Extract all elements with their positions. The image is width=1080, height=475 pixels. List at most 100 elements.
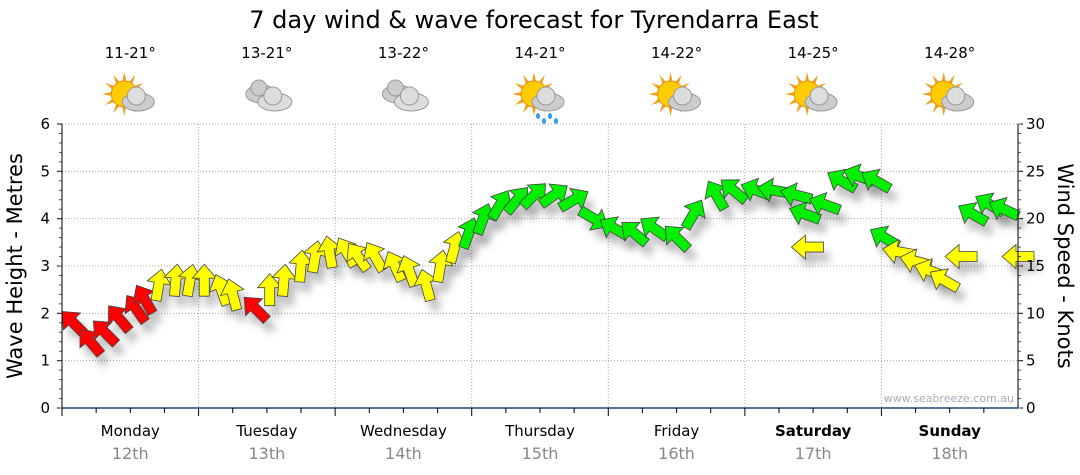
sun-ray: [514, 83, 524, 90]
sun-ray: [523, 104, 530, 114]
sun-ray: [805, 106, 810, 116]
y-tick-label: 3: [40, 257, 50, 275]
sun-ray: [113, 104, 120, 114]
wind-arrow: [720, 179, 750, 205]
wind-arrow: [929, 268, 961, 294]
wind-arrow: [621, 221, 650, 248]
sun-ray: [932, 74, 939, 84]
cloud: [946, 86, 966, 106]
y2-tick-label: 10: [1026, 304, 1045, 322]
temperature-label: 14-22°: [651, 44, 702, 62]
sun-ray: [538, 74, 545, 84]
sun-ray: [105, 98, 115, 105]
cloud: [809, 86, 829, 106]
date-label: 16th: [658, 444, 695, 463]
date-label: 12th: [112, 444, 149, 463]
y2-tick-label: 15: [1026, 257, 1045, 275]
wind-arrow: [790, 234, 824, 260]
sun-ray: [113, 74, 120, 84]
y2-tick-label: 5: [1026, 352, 1036, 370]
sun-cloud-icon: [102, 72, 155, 116]
y2-tick-label: 0: [1026, 399, 1036, 417]
cloud: [126, 86, 146, 106]
date-label: 13th: [248, 444, 285, 463]
weather-icons: [102, 72, 975, 124]
sun-ray: [788, 83, 797, 90]
date-label: 15th: [522, 444, 559, 463]
wind-arrow: [680, 199, 706, 231]
sun-ray: [102, 92, 112, 96]
raindrop: [548, 113, 552, 119]
wind-arrow: [219, 278, 245, 312]
raindrop: [554, 118, 558, 124]
y2-axis-label: Wind Speed - Knots: [1053, 163, 1077, 368]
sun-ray: [523, 74, 530, 84]
sun-ray: [796, 104, 803, 114]
wind-arrow: [808, 191, 842, 217]
sun-ray: [668, 72, 673, 82]
temperature-label: 14-21°: [514, 44, 565, 62]
wind-arrow: [243, 296, 271, 325]
day-label: Sunday: [919, 422, 982, 440]
cloud-icon: [245, 79, 293, 112]
sun-ray: [941, 72, 946, 82]
temperature-label: 13-22°: [378, 44, 429, 62]
y-axis-label: Wave Height - Metres: [3, 153, 27, 379]
sun-ray: [659, 74, 666, 84]
y-tick-label: 6: [40, 115, 50, 133]
temperature-label: 14-28°: [924, 44, 975, 62]
day-label: Friday: [654, 422, 700, 440]
sun-ray: [648, 92, 658, 96]
wind-arrow: [92, 320, 121, 348]
date-label: 18th: [931, 444, 968, 463]
sun-ray: [512, 92, 522, 96]
cloud: [386, 79, 404, 97]
y-tick-label: 5: [40, 162, 50, 180]
chart-title: 7 day wind & wave forecast for Tyrendarr…: [249, 6, 818, 34]
raindrop: [542, 118, 546, 124]
y2-tick-label: 30: [1026, 115, 1045, 133]
day-label: Monday: [101, 422, 160, 440]
cloud: [536, 86, 556, 106]
sun-ray: [659, 104, 666, 114]
sun-cloud-icon: [921, 72, 975, 116]
wind-arrows: [61, 163, 1035, 358]
y-tick-label: 1: [40, 352, 50, 370]
y2-tick-label: 25: [1026, 162, 1045, 180]
wind-arrow: [664, 225, 692, 254]
sun-ray: [805, 72, 810, 82]
sun-ray: [924, 98, 934, 105]
cloud: [250, 79, 268, 97]
sun-cloud-icon: [785, 72, 838, 116]
temperature-label: 11-21°: [105, 44, 156, 62]
day-label: Wednesday: [360, 422, 447, 440]
temperature-label: 13-21°: [241, 44, 292, 62]
date-label: 14th: [385, 444, 422, 463]
axes: 0 1 2 3 4 5 6 0 5 10 15 20 25 30 Monday 12th 11-21° Tuesd…: [40, 44, 1045, 463]
sun-ray: [788, 98, 797, 105]
wind-arrow: [958, 201, 990, 227]
watermark: www.seabreeze.com.au: [884, 392, 1014, 405]
sun-ray: [811, 74, 819, 84]
cloud: [673, 86, 693, 106]
sun-ray: [532, 72, 536, 82]
date-label: 17th: [795, 444, 832, 463]
day-label: Saturday: [775, 422, 852, 440]
sun-ray: [675, 74, 682, 84]
wind-arrow: [788, 201, 822, 226]
sun-ray: [129, 74, 136, 84]
sun-cloud-icon: [648, 72, 702, 116]
sun-ray: [122, 72, 127, 82]
sun-rain-icon: [512, 72, 565, 124]
sun-ray: [532, 106, 536, 116]
sun-ray: [924, 83, 934, 90]
sun-ray: [105, 83, 115, 90]
sun-ray: [668, 106, 673, 116]
raindrop: [536, 113, 540, 119]
sun-ray: [932, 104, 939, 114]
sun-ray: [122, 106, 127, 116]
sun-ray: [948, 74, 955, 84]
wind-arrow: [861, 168, 893, 194]
